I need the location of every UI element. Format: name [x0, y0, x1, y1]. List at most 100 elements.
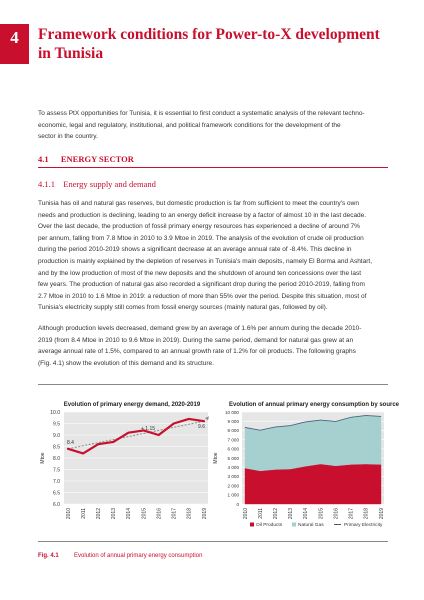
y-tick-label: 8.0	[53, 456, 60, 462]
figure-top-rule	[38, 384, 388, 385]
x-tick-label: 2010	[243, 508, 249, 519]
x-tick-label: 2013	[111, 508, 117, 519]
trend-line	[67, 420, 205, 450]
text-line: Although production levels decreased, de…	[38, 325, 362, 332]
figure-caption: Evolution of annual primary energy consu…	[74, 553, 203, 559]
data-point	[82, 452, 84, 455]
text-line: during the period 2010-2019 shows a sign…	[38, 246, 352, 254]
data-label-end: 9.6	[198, 424, 205, 430]
subsection-number: 4.1.1	[38, 179, 55, 189]
y-tick-label: 6.0	[53, 502, 60, 508]
text-line: economic, legal and regulatory, institut…	[38, 121, 341, 129]
chart2-title: Evolution of annual primary energy consu…	[228, 402, 400, 408]
subsection-title: Energy supply and demand	[63, 179, 156, 189]
y-tick-label: 9 000	[228, 419, 240, 424]
y-tick-label: 3 000	[228, 474, 240, 479]
x-tick-label: 2018	[187, 508, 193, 519]
chapter-title-line2: in Tunisia	[38, 45, 104, 62]
x-tick-label: 2014	[126, 508, 132, 519]
chapter-title-line1: Framework conditions for Power-to-X deve…	[38, 26, 380, 43]
y-tick-label: 8.5	[53, 444, 60, 450]
x-tick-label: 2019	[202, 508, 208, 519]
section-title: ENERGY SECTOR	[60, 154, 134, 164]
legend-label: Oil Products	[256, 522, 283, 528]
data-point	[67, 448, 69, 450]
x-tick-label: 2018	[364, 508, 370, 519]
text-line: Tunisia's electricity supply still comes…	[38, 304, 328, 312]
text-line: needs and production is declining, leadi…	[38, 211, 367, 219]
y-tick-label: 7.5	[53, 467, 60, 473]
text-line: production is mainly explained by the de…	[38, 257, 373, 265]
demand-series-line	[66, 417, 206, 455]
data-point	[157, 434, 160, 436]
text-line: Tunisia has oil and natural gas reserves…	[38, 200, 359, 207]
y-tick-label: 4 000	[228, 465, 240, 470]
chapter-title: Framework conditions for Power-to-X deve…	[38, 25, 408, 63]
text-line: Over the last decade, the production of …	[38, 223, 360, 231]
x-tick-label: 2010	[66, 508, 72, 519]
text-line: To assess PtX opportunities for Tunisia,…	[38, 110, 365, 117]
y-axis-label: Mtoe	[40, 452, 46, 463]
primary-electricity-area	[244, 415, 382, 431]
legend-label: Primary Electricity	[344, 522, 383, 528]
section-rule	[38, 167, 388, 168]
y-tick-label: 6.5	[53, 490, 60, 496]
data-label-start: 8.4	[67, 440, 74, 446]
x-tick-label: 2014	[303, 508, 309, 519]
x-tick-label: 2012	[96, 508, 102, 519]
data-point	[97, 443, 100, 445]
y-tick-label: 10.0	[50, 410, 60, 416]
body-paragraph-1: Tunisia has oil and natural gas reserves…	[38, 198, 388, 314]
y-tick-label: 7 000	[228, 437, 240, 442]
text-line: few years. The production of natural gas…	[38, 281, 365, 289]
data-point	[142, 429, 145, 432]
y-tick-label: 1 000	[228, 493, 240, 498]
trend-label: + 1.15	[141, 426, 155, 432]
section-heading: 4.1 ENERGY SECTOR	[38, 154, 134, 164]
legend-label: Natural Gas	[298, 522, 324, 528]
x-tick-label: 2012	[273, 508, 279, 519]
body-paragraph-2: Although production levels decreased, de…	[38, 323, 388, 369]
trend-arrow	[205, 416, 209, 421]
text-line: 2.7 Mtoe in 2010 to 1.6 Mtoe in 2019: a …	[38, 292, 367, 300]
subsection-heading: 4.1.1 Energy supply and demand	[38, 179, 156, 189]
y-tick-label: 8 000	[228, 428, 240, 433]
x-tick-label: 2015	[318, 508, 324, 519]
y-axis-label: Mtoe	[213, 452, 219, 463]
text-line: and by the low production of most of the…	[38, 269, 362, 277]
x-tick-label: 2016	[333, 508, 339, 519]
data-point	[188, 418, 190, 420]
x-tick-label: 2017	[349, 508, 355, 519]
figure-number: Fig. 4.1	[38, 553, 59, 559]
text-line: average annual rate of 1.5%, compared to…	[38, 348, 356, 356]
y-tick-label: 7.0	[53, 479, 60, 485]
text-line: 2019 (from 8.4 Mtoe in 2010 to 9.6 Mtoe …	[38, 336, 354, 344]
y-tick-label: 0	[236, 502, 239, 507]
primary-energy-demand-chart: 10.0 9.5 9.0 8.5 8.0 7.5 7.0 6.5 6.0 Mtoe 2010 2011…	[40, 410, 209, 519]
legend-swatch	[292, 522, 296, 527]
data-point	[203, 420, 205, 422]
y-tick-label: 6 000	[228, 447, 240, 452]
chapter-number: 4	[0, 24, 29, 64]
x-tick-label: 2011	[258, 508, 264, 519]
data-point	[112, 441, 115, 443]
y-tick-label: 5 000	[228, 456, 240, 461]
text-line: per annum, falling from 7.8 Mtoe in 2010…	[38, 234, 364, 242]
text-line: sector in the country.	[38, 133, 98, 141]
y-tick-label: 9.5	[53, 421, 60, 427]
data-point	[127, 431, 130, 434]
x-tick-label: 2013	[288, 508, 294, 519]
y-tick-label: 9.0	[53, 433, 60, 439]
x-tick-label: 2015	[141, 508, 147, 519]
legend-swatch	[250, 522, 254, 527]
y-tick-label: 10 000	[225, 410, 239, 415]
section-number: 4.1	[38, 154, 49, 164]
x-tick-label: 2019	[379, 508, 385, 519]
data-point	[172, 422, 175, 425]
x-tick-label: 2011	[81, 508, 87, 519]
figure-bottom-rule	[38, 541, 388, 542]
text-line: (Fig. 4.1) show the evolution of this de…	[38, 359, 214, 367]
y-tick-label: 2 000	[228, 483, 240, 488]
x-tick-label: 2016	[156, 508, 162, 519]
x-tick-label: 2017	[172, 508, 178, 519]
